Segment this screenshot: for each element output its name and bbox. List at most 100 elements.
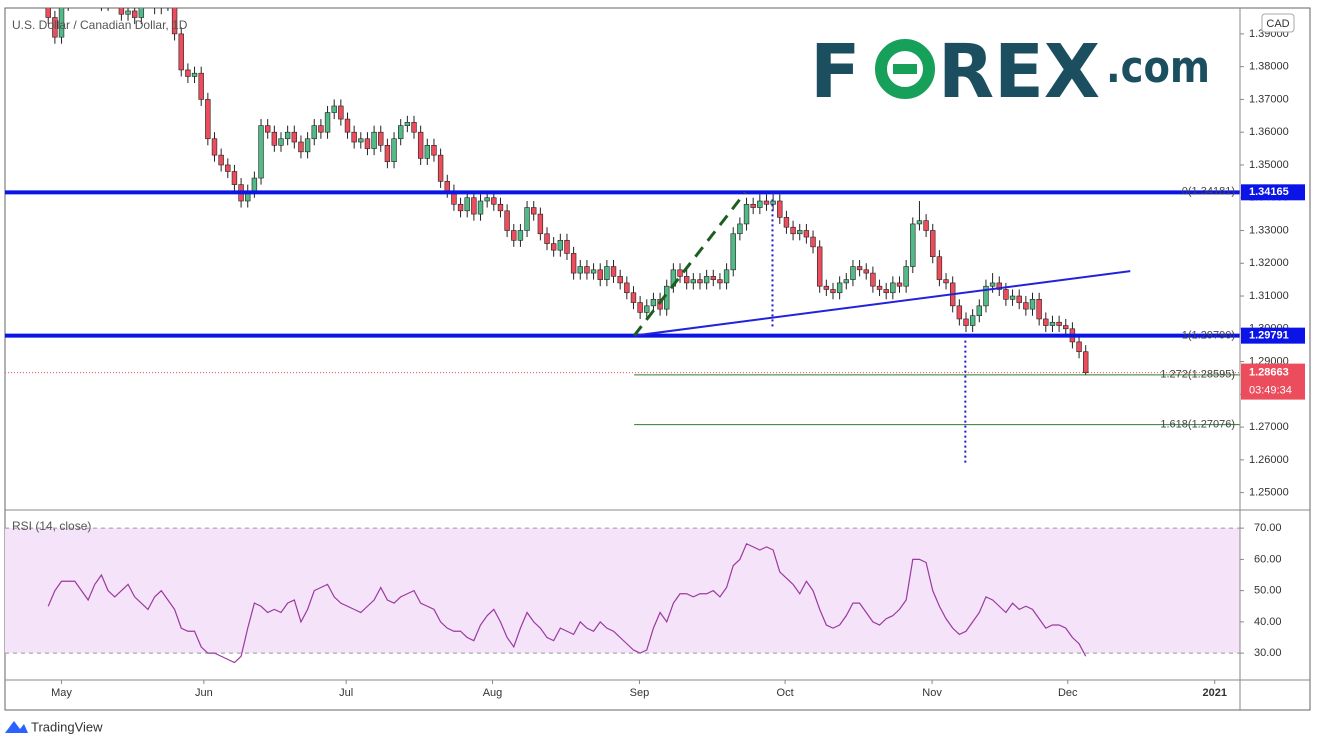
candle-body <box>777 200 783 218</box>
candle-body <box>683 276 690 284</box>
x-tick-label: Nov <box>922 687 942 699</box>
candle-body <box>1076 341 1082 353</box>
candle-body <box>391 138 397 162</box>
candle-body <box>364 138 371 149</box>
chart-title: U.S. Dollar / Canadian Dollar, 1D <box>12 18 188 32</box>
x-tick-label: Jun <box>195 687 213 699</box>
candle-body <box>1009 295 1016 300</box>
candle-body <box>850 266 856 280</box>
candle-body <box>1029 299 1036 310</box>
x-tick-label: Sep <box>630 687 650 699</box>
candle-body <box>630 292 637 303</box>
candle-body <box>890 282 896 294</box>
candle-body <box>118 8 125 15</box>
candle-body <box>943 279 949 284</box>
axes: 1.250001.260001.270001.280001.290001.300… <box>51 28 1305 699</box>
currency-box <box>1261 13 1295 33</box>
candle-body <box>710 276 716 280</box>
x-tick-label: 2021 <box>1202 687 1226 699</box>
candle-body <box>291 131 297 143</box>
candle-body <box>517 230 524 241</box>
candle-body <box>371 131 377 149</box>
candle-body <box>750 203 756 208</box>
brand-icon <box>5 721 28 733</box>
rsi-title: RSI (14, close) <box>12 519 91 533</box>
candle-body <box>225 164 231 172</box>
rsi-line <box>47 542 1087 664</box>
fib-label: 1.272(1.28595) <box>1160 369 1235 381</box>
candle-body <box>1016 295 1022 303</box>
candle-body <box>823 285 830 290</box>
candle-body <box>344 118 351 133</box>
candle-body <box>930 230 936 258</box>
candle-body <box>79 0 84 1</box>
candle-body <box>896 282 903 287</box>
candle-body <box>730 233 736 271</box>
candle-body <box>1056 321 1062 326</box>
candle-body <box>644 305 650 313</box>
y-tick-label: 1.35000 <box>1249 159 1289 171</box>
candle-body <box>830 289 836 294</box>
candle-body <box>836 282 843 294</box>
candle-body <box>963 318 969 326</box>
candle-body <box>58 8 65 38</box>
rsi-band <box>5 528 1240 654</box>
tradingview-brand: TradingView <box>5 719 103 734</box>
candle-body <box>743 203 750 225</box>
candle-body <box>537 213 544 235</box>
candle-body <box>524 207 530 231</box>
candle-body <box>690 279 697 284</box>
forex-logo: F REX .com <box>810 29 1210 115</box>
candle-body <box>338 105 344 120</box>
candle-body <box>604 266 610 280</box>
candle-body <box>66 0 71 4</box>
candle-body <box>159 4 164 7</box>
candle-body <box>923 220 929 231</box>
candle-body <box>304 138 311 153</box>
candle-body <box>146 0 151 1</box>
logo-text: F <box>810 29 861 115</box>
candle-body <box>191 72 198 77</box>
candle-body <box>398 125 404 140</box>
candle-body <box>956 305 963 320</box>
candle-body <box>590 269 597 274</box>
candle-body <box>697 279 703 284</box>
fib-label: 0(1.34181) <box>1182 186 1235 198</box>
candle-body <box>504 210 510 231</box>
candle-body <box>723 269 730 284</box>
candle-body <box>1049 321 1056 326</box>
y-tick-label: 1.33000 <box>1249 224 1289 236</box>
last-price-box <box>1241 363 1305 400</box>
x-tick-label: Dec <box>1058 687 1078 699</box>
candle-body <box>351 131 357 143</box>
candle-body <box>471 197 477 215</box>
candle-body <box>437 154 444 182</box>
candle-body <box>491 197 497 205</box>
candle-body <box>883 289 889 294</box>
candle-body <box>703 276 710 284</box>
candle-body <box>903 266 909 287</box>
candle-body <box>876 285 883 290</box>
y-tick-label: 30.00 <box>1254 647 1282 659</box>
logo-suffix: .com <box>1106 42 1210 93</box>
candle-body <box>166 1 171 4</box>
y-tick-label: 40.00 <box>1254 616 1282 628</box>
y-tick-label: 1.37000 <box>1249 93 1289 105</box>
candle-body <box>910 223 916 267</box>
candle-body <box>1063 325 1069 330</box>
candle-body <box>1036 299 1042 320</box>
candle-body <box>577 266 583 274</box>
candle-body <box>803 230 810 238</box>
candle-body <box>311 125 317 140</box>
candle-body <box>989 282 996 287</box>
candle-body <box>384 144 391 162</box>
candle-body <box>790 226 796 235</box>
candle-body <box>763 200 770 205</box>
candle-body <box>783 217 790 228</box>
candle-body <box>717 279 723 284</box>
y-tick-label: 1.27000 <box>1249 421 1289 433</box>
candle-body <box>424 144 431 159</box>
candle-body <box>1003 289 1009 300</box>
fib-label: 1(1.29790) <box>1182 330 1235 342</box>
y-tick-label: 1.26000 <box>1249 454 1289 466</box>
